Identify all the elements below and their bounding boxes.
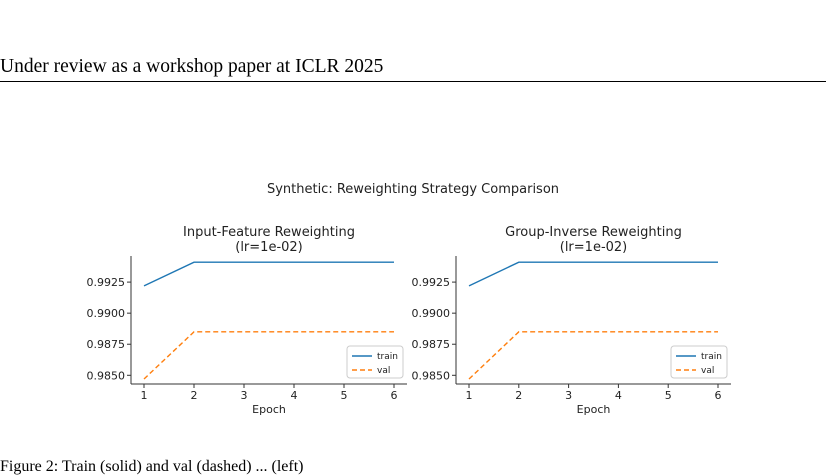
x-axis-label: Epoch: [577, 403, 611, 416]
x-tick-label: 4: [615, 389, 622, 402]
x-tick-label: 5: [665, 389, 672, 402]
chart-title: Input-Feature Reweighting: [183, 225, 355, 240]
chart-subtitle: (lr=1e-02): [560, 240, 628, 255]
chart-title: Group-Inverse Reweighting: [505, 225, 682, 240]
y-tick-label: 0.9925: [412, 276, 451, 289]
x-tick-label: 4: [291, 389, 298, 402]
legend-box: [346, 345, 404, 379]
x-tick-label: 3: [241, 389, 248, 402]
x-axis-label: Epoch: [252, 403, 286, 416]
chart-subtitle: (lr=1e-02): [235, 240, 303, 255]
series-line-val: [468, 331, 718, 380]
legend-label: val: [377, 366, 390, 376]
x-tick-label: 6: [715, 389, 722, 402]
x-tick-label: 3: [565, 389, 572, 402]
y-tick-label: 0.9925: [87, 276, 126, 289]
series-line-val: [143, 331, 394, 380]
legend-label: train: [701, 352, 722, 362]
running-header: Under review as a workshop paper at ICLR…: [0, 56, 384, 77]
y-tick-label: 0.9900: [412, 307, 451, 320]
figure: Synthetic: Reweighting Strategy Comparis…: [87, 182, 731, 416]
chart-panel-input-feature: Input-Feature Reweighting(lr=1e-02) 1 2 3 4 5…: [87, 225, 407, 416]
series-line-train: [468, 261, 718, 287]
series-line-train: [143, 261, 394, 287]
figure-suptitle: Synthetic: Reweighting Strategy Comparis…: [267, 182, 559, 197]
x-tick-label: 2: [515, 389, 522, 402]
x-tick-label: 1: [466, 389, 473, 402]
header-rule: [0, 81, 826, 82]
y-tick-label: 0.9850: [87, 369, 126, 382]
x-tick-label: 2: [191, 389, 198, 402]
y-tick-label: 0.9875: [87, 338, 126, 351]
legend-box: [670, 345, 728, 379]
y-tick-label: 0.9900: [87, 307, 126, 320]
x-tick-label: 1: [141, 389, 148, 402]
y-tick-label: 0.9850: [412, 369, 451, 382]
legend-label: val: [701, 366, 714, 376]
chart-panel-group-inverse: Group-Inverse Reweighting(lr=1e-02) 1 2 3 4 5…: [412, 225, 731, 416]
y-tick-label: 0.9875: [412, 338, 451, 351]
x-tick-label: 6: [391, 389, 398, 402]
x-tick-label: 5: [341, 389, 348, 402]
legend-label: train: [377, 352, 398, 362]
figure-caption: Figure 2: Train (solid) and val (dashed)…: [0, 458, 304, 475]
